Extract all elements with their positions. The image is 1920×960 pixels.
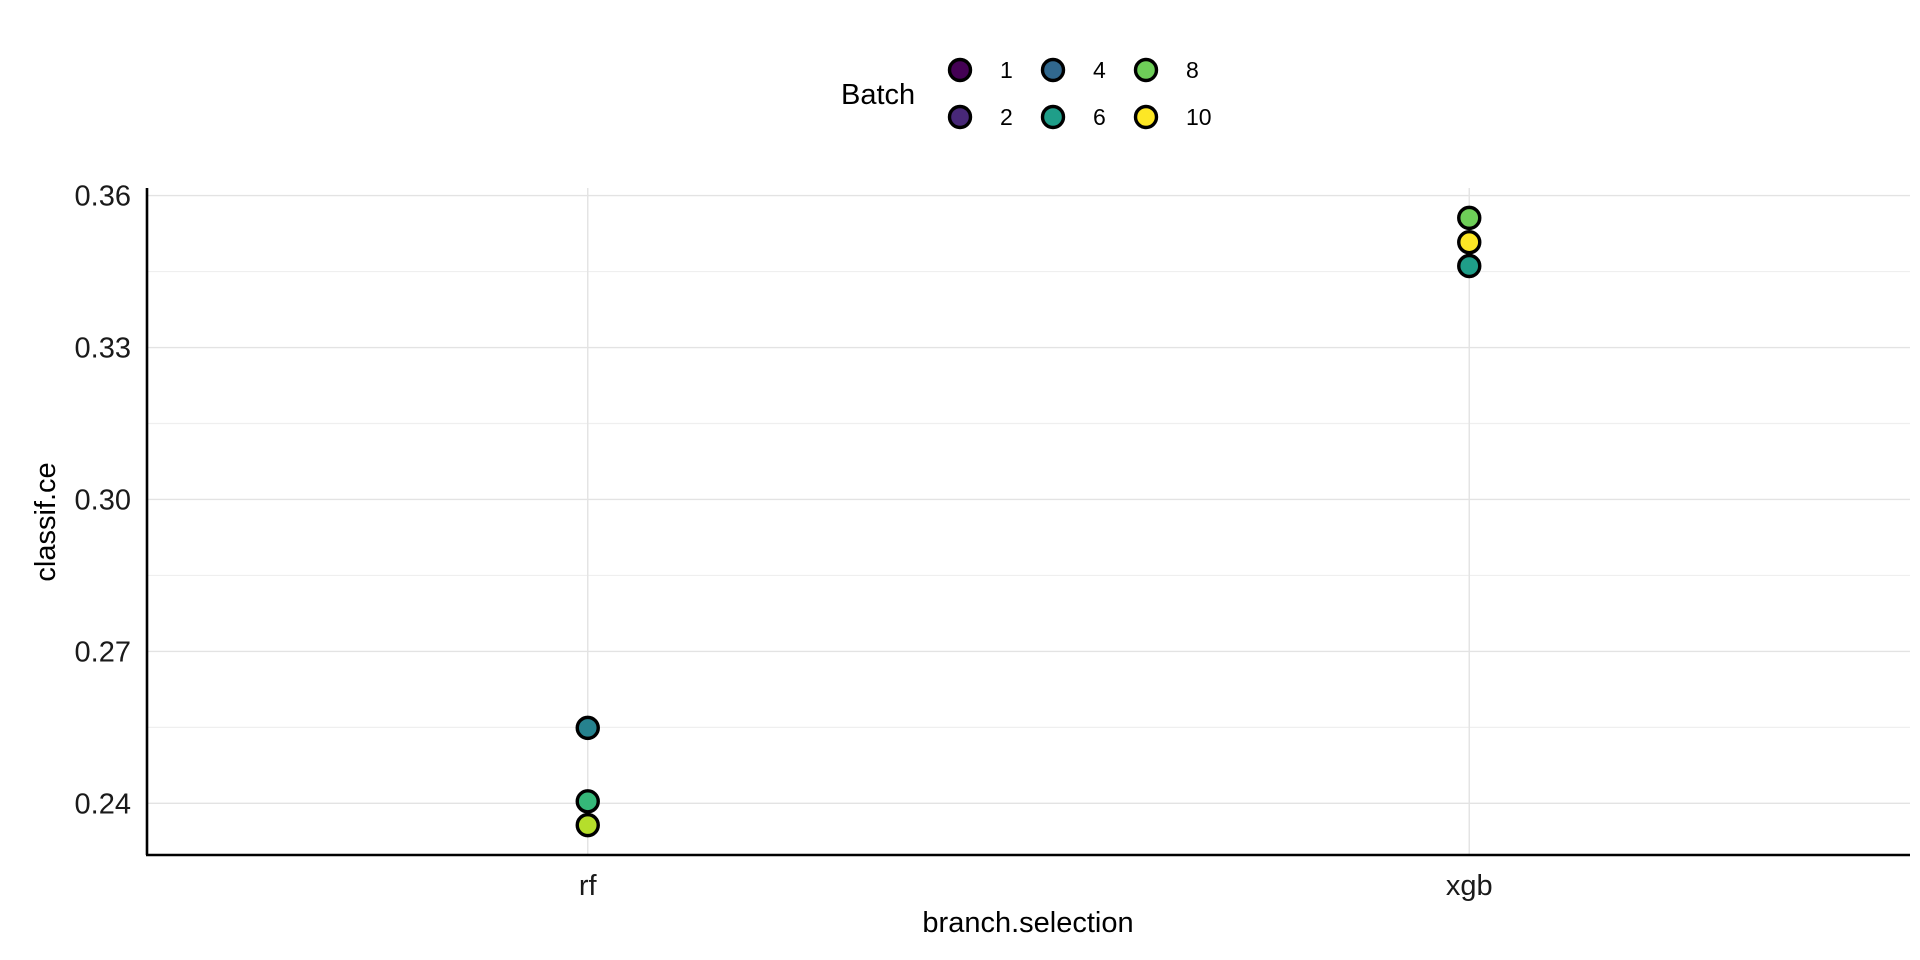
legend-key: [1133, 104, 1159, 130]
x-tick-label: rf: [579, 870, 598, 902]
legend-key: [947, 57, 973, 83]
y-tick-label: 0.36: [75, 181, 131, 213]
data-points: [575, 205, 1482, 838]
legend-items: 1 2 4 6 8 10: [947, 57, 1212, 130]
legend-label: 2: [1000, 104, 1013, 130]
axes: [145, 188, 1910, 857]
legend-key: [1040, 104, 1066, 130]
data-point: [1457, 205, 1482, 231]
y-tick-label: 0.27: [75, 636, 131, 668]
legend-key: [1040, 57, 1066, 83]
legend-label: 10: [1186, 104, 1212, 130]
y-tick-label: 0.30: [75, 484, 131, 516]
x-tick-labels: rf xgb: [579, 870, 1493, 902]
legend-label: 1: [1000, 57, 1013, 83]
legend: Batch 1 2 4 6 8 10: [841, 57, 1212, 130]
x-tick-label: xgb: [1446, 870, 1493, 902]
y-tick-label: 0.24: [75, 788, 131, 820]
data-point: [1457, 253, 1482, 279]
legend-key: [947, 104, 973, 130]
data-point: [575, 715, 600, 741]
grid: [147, 188, 1910, 855]
legend-label: 6: [1093, 104, 1106, 130]
legend-key: [1133, 57, 1159, 83]
y-tick-label: 0.33: [75, 333, 131, 365]
x-axis-title: branch.selection: [922, 907, 1133, 939]
data-point: [1457, 229, 1482, 255]
y-tick-labels: 0.24 0.27 0.30 0.33 0.36: [75, 181, 131, 821]
data-point: [575, 812, 600, 838]
legend-label: 4: [1093, 57, 1106, 83]
y-axis-title: classif.ce: [30, 462, 62, 581]
legend-label: 8: [1186, 57, 1199, 83]
data-point: [575, 789, 600, 814]
legend-title: Batch: [841, 79, 915, 111]
